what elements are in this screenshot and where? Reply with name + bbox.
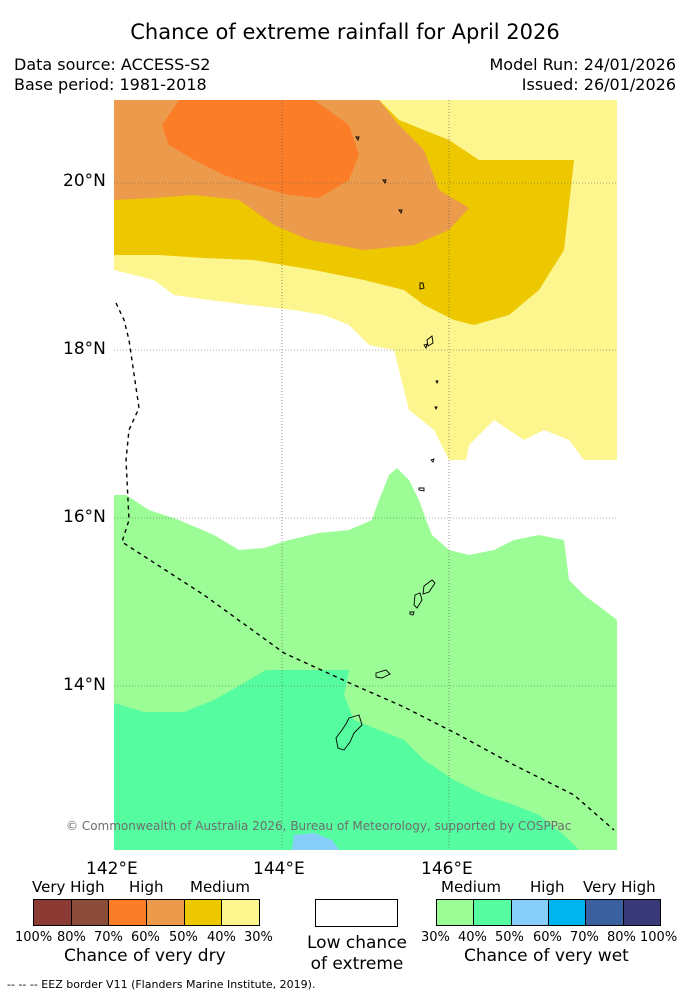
dry-tick-70: 70% <box>94 930 123 945</box>
wet-caption: Chance of very wet <box>464 946 629 966</box>
dry-swatch-50-40 <box>184 900 223 925</box>
wet-tick-60: 60% <box>533 930 562 945</box>
graticule <box>114 100 617 850</box>
lat-label-20n: 20°N <box>63 171 106 191</box>
dry-tick-60: 60% <box>131 930 160 945</box>
dry-60-region <box>162 100 359 198</box>
lon-label-144e: 144°E <box>253 859 305 879</box>
wet-tick-70: 70% <box>570 930 599 945</box>
dry-level-very-high: Very High <box>32 878 105 896</box>
map-title: Chance of extreme rainfall for April 202… <box>130 20 560 44</box>
wet-swatch-30-40 <box>437 900 475 925</box>
farallon-de-medinilla-island <box>418 487 425 492</box>
dry-swatch-100-80 <box>34 900 72 925</box>
base-period-label: Base period: 1981-2018 <box>14 75 207 94</box>
anatahan-island <box>430 458 435 463</box>
saipan-island <box>422 579 436 595</box>
sarigan-island <box>434 406 438 411</box>
dry-swatch-60-50 <box>147 900 185 925</box>
wet-level-medium: Medium <box>441 878 501 896</box>
wet-tick-40: 40% <box>458 930 487 945</box>
wet-level-very-high: Very High <box>583 878 656 896</box>
uracas-island <box>355 136 360 142</box>
lat-label-18n: 18°N <box>63 339 106 359</box>
wet-swatch-60-70 <box>548 900 587 925</box>
dry-tick-100: 100% <box>15 930 53 945</box>
pagan-island <box>423 343 428 350</box>
dry-swatch-40-30 <box>222 900 260 925</box>
lon-label-142e: 142°E <box>86 859 138 879</box>
low-chance-swatch <box>315 899 398 927</box>
asuncion-island <box>398 209 403 215</box>
lat-label-16n: 16°N <box>63 507 106 527</box>
islands <box>335 136 439 751</box>
agrihan-island <box>419 282 425 290</box>
eez-border <box>115 302 615 831</box>
dry-tick-40: 40% <box>207 930 236 945</box>
dry-tick-50: 50% <box>169 930 198 945</box>
wet-tick-30: 30% <box>421 930 450 945</box>
wet-colorbar <box>436 899 661 926</box>
tinian-island <box>413 592 423 609</box>
wet-swatch-80-100 <box>623 900 660 925</box>
dry-tick-30: 30% <box>244 930 273 945</box>
dry-tick-80: 80% <box>57 930 86 945</box>
model-run-label: Model Run: 24/01/2026 <box>489 55 677 74</box>
rota-island <box>375 669 391 679</box>
wet-tick-80: 80% <box>607 930 636 945</box>
rainfall-map <box>114 100 617 850</box>
wet-swatch-70-80 <box>586 900 624 925</box>
low-chance-label-line2: of extreme <box>310 954 404 974</box>
wet-level-high: High <box>530 878 565 896</box>
wet-swatch-40-50 <box>474 900 512 925</box>
guam-island <box>335 714 363 751</box>
wet-tick-100: 100% <box>640 930 678 945</box>
dry-level-high: High <box>129 878 164 896</box>
guguan-island <box>435 380 439 385</box>
issued-label: Issued: 26/01/2026 <box>521 75 676 94</box>
aguijan-island <box>409 611 415 616</box>
data-source-label: Data source: ACCESS-S2 <box>14 55 211 74</box>
dry-caption: Chance of very dry <box>64 946 226 966</box>
copyright-notice: © Commonwealth of Australia 2026, Bureau… <box>66 819 572 833</box>
lat-label-14n: 14°N <box>63 675 106 695</box>
wet-swatch-50-60 <box>511 900 549 925</box>
dry-level-medium: Medium <box>190 878 250 896</box>
alamagan-island <box>426 335 434 347</box>
wet-50-region <box>292 833 339 850</box>
eez-border-note: -- -- -- EEZ border V11 (Flanders Marine… <box>7 978 316 991</box>
dry-swatch-80-70 <box>71 900 110 925</box>
low-chance-label-line1: Low chance <box>307 933 407 953</box>
wet-tick-50: 50% <box>495 930 524 945</box>
dry-colorbar <box>33 899 260 926</box>
wet-40-region <box>114 670 579 850</box>
maug-island <box>382 179 387 185</box>
lon-label-146e: 146°E <box>421 859 473 879</box>
dry-swatch-70-60 <box>109 900 148 925</box>
